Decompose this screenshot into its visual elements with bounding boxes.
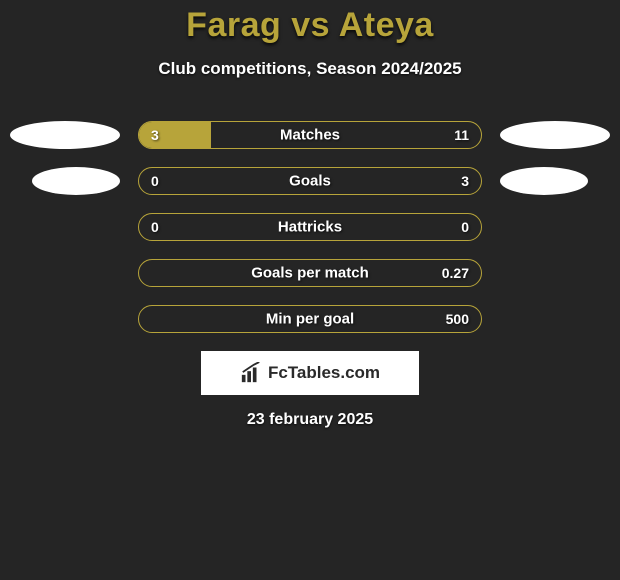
comparison-card: Farag vs Ateya Club competitions, Season… (0, 0, 620, 429)
stat-label: Goals per match (139, 265, 481, 282)
stat-label: Matches (139, 127, 481, 144)
stat-row: Hattricks0 0 (0, 213, 620, 241)
chart-icon (240, 362, 262, 384)
subtitle: Club competitions, Season 2024/2025 (0, 59, 620, 79)
stats-list: Matches311Goals03Hattricks00Goals per ma… (0, 121, 620, 333)
stat-value-left: 3 (151, 127, 159, 143)
stat-row: Matches3 11 (0, 121, 620, 149)
stat-value-right: 3 (461, 173, 469, 189)
stat-bar: Hattricks0 0 (138, 213, 482, 241)
stat-row: Goals0 3 (0, 167, 620, 195)
logo-text: FcTables.com (268, 363, 380, 383)
stat-value-left: 0 (151, 219, 159, 235)
stat-bar: Goals0 3 (138, 167, 482, 195)
stat-label: Min per goal (139, 311, 481, 328)
stat-value-right: 500 (446, 311, 469, 327)
stat-bar: Goals per match0.27 (138, 259, 482, 287)
stat-value-right: 0 (461, 219, 469, 235)
page-title: Farag vs Ateya (0, 6, 620, 45)
player-badge-left (32, 167, 120, 195)
stat-row: Goals per match0.27 (0, 259, 620, 287)
stat-label: Goals (139, 173, 481, 190)
stat-value-left: 0 (151, 173, 159, 189)
stat-bar: Min per goal500 (138, 305, 482, 333)
stat-row: Min per goal500 (0, 305, 620, 333)
player-badge-left (10, 121, 120, 149)
player-badge-right (500, 121, 610, 149)
stat-label: Hattricks (139, 219, 481, 236)
player-badge-right (500, 167, 588, 195)
stat-value-right: 11 (454, 127, 469, 143)
stat-bar: Matches3 11 (138, 121, 482, 149)
date-label: 23 february 2025 (0, 411, 620, 429)
source-logo: FcTables.com (201, 351, 419, 395)
stat-value-right: 0.27 (442, 265, 469, 281)
